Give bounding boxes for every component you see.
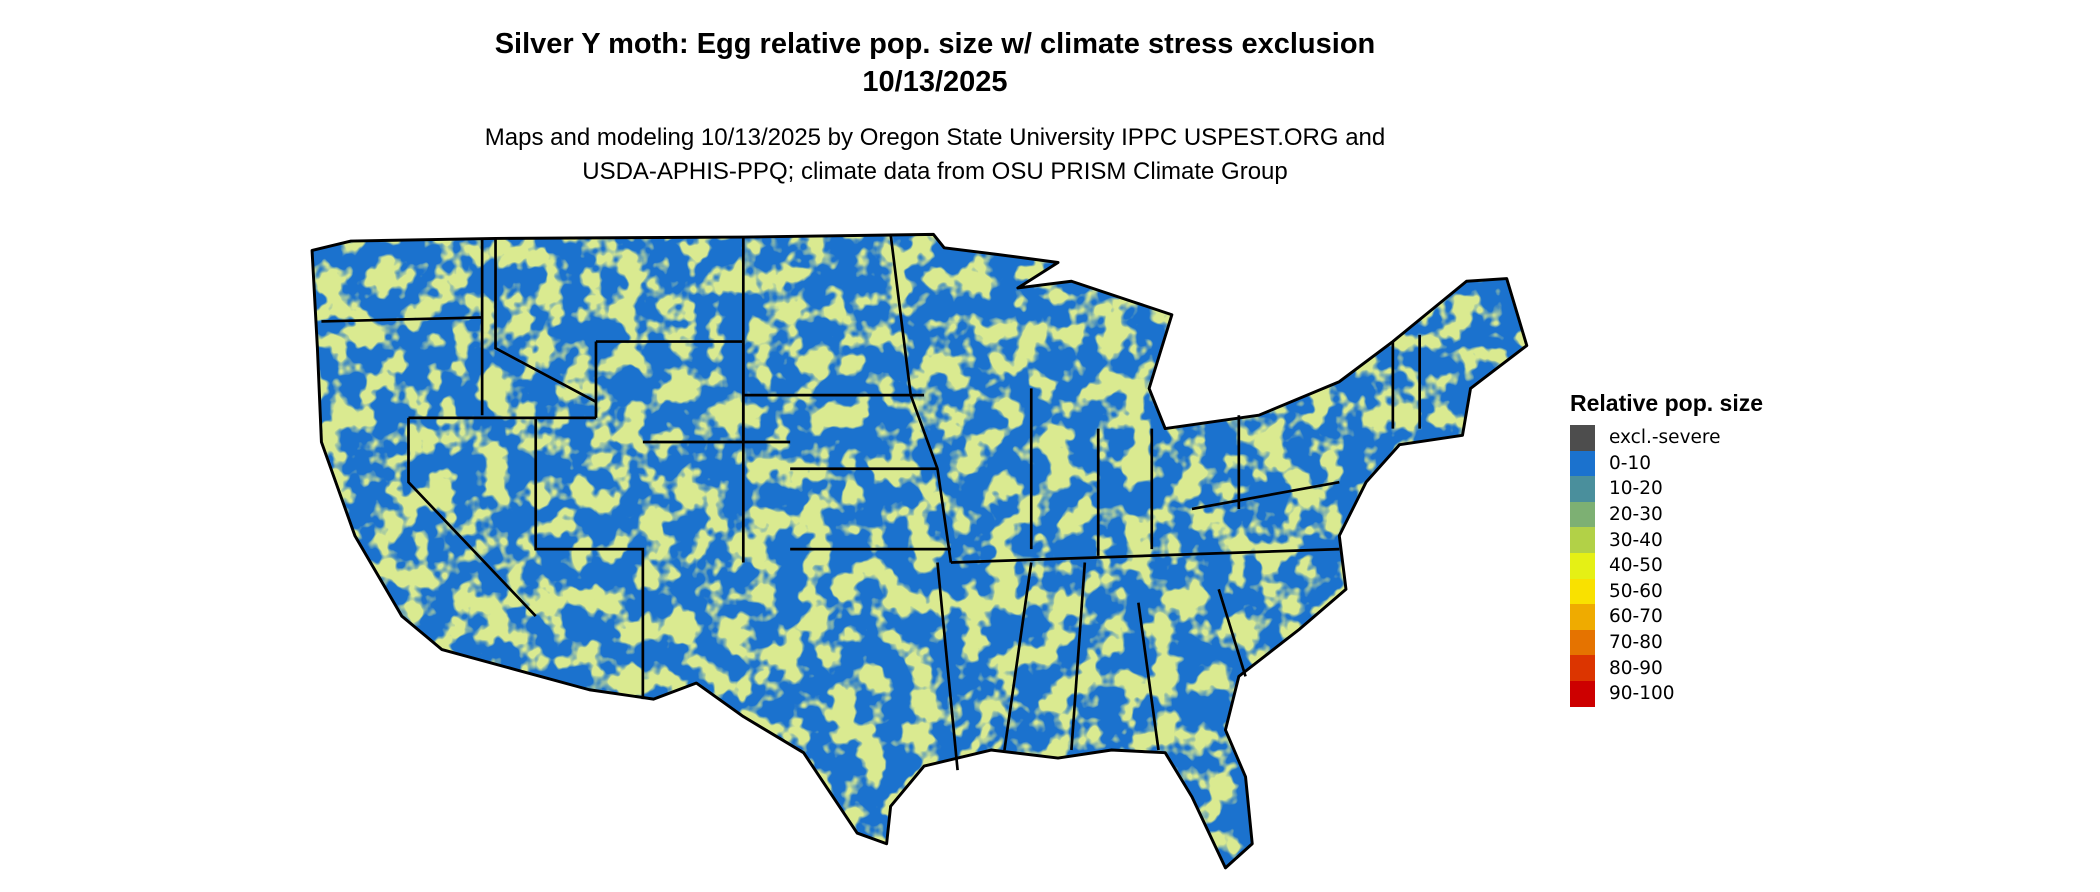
- legend-swatch: [1570, 476, 1595, 502]
- state-border: [1003, 562, 1033, 751]
- state-border: [889, 234, 953, 563]
- legend-swatch: [1570, 680, 1595, 707]
- legend-item: 50-60: [1570, 578, 1763, 605]
- legend-item: 70-80: [1570, 629, 1763, 656]
- state-border: [534, 417, 645, 700]
- legend-swatch: [1570, 629, 1595, 656]
- state-border: [1137, 602, 1160, 751]
- us-outline: [310, 232, 1529, 870]
- legend-label: 50-60: [1609, 580, 1663, 602]
- state-border: [1191, 480, 1340, 511]
- state-borders: [321, 234, 1421, 771]
- legend-label: 40-50: [1609, 555, 1663, 577]
- state-border: [1070, 562, 1087, 751]
- legend-item: 40-50: [1570, 552, 1763, 579]
- legend: Relative pop. size excl.-severe 0-10 10-20…: [1570, 390, 1763, 707]
- state-border: [407, 417, 537, 618]
- legend-label: 70-80: [1609, 632, 1663, 654]
- subtitle-line-1: Maps and modeling 10/13/2025 by Oregon S…: [484, 124, 1386, 151]
- legend-label: 30-40: [1609, 529, 1663, 551]
- legend-swatch: [1570, 450, 1595, 477]
- legend-label: excl.-severe: [1609, 427, 1721, 449]
- map-title: Silver Y moth: Egg relative pop. size w/…: [494, 28, 1376, 60]
- legend-item: 20-30: [1570, 501, 1763, 528]
- legend-swatch: [1570, 425, 1595, 451]
- legend-label: 10-20: [1609, 478, 1663, 500]
- legend-item: 0-10: [1570, 450, 1763, 477]
- subtitle-line-2: USDA-APHIS-PPQ; climate data from OSU PR…: [582, 158, 1288, 185]
- legend-item: 90-100: [1570, 680, 1763, 707]
- legend-swatch: [1570, 655, 1595, 681]
- state-border: [950, 547, 1340, 564]
- state-border: [494, 238, 597, 403]
- legend-label: 20-30: [1609, 504, 1663, 526]
- legend-item: 60-70: [1570, 604, 1763, 630]
- legend-title: Relative pop. size: [1570, 390, 1764, 416]
- legend-item: excl.-severe: [1570, 425, 1763, 451]
- state-border: [936, 562, 959, 771]
- legend-swatch: [1570, 578, 1595, 605]
- legend-swatch: [1570, 604, 1595, 630]
- map-date: 10/13/2025: [862, 66, 1008, 98]
- legend-label: 0-10: [1609, 452, 1651, 474]
- legend-item: 80-90: [1570, 655, 1763, 681]
- legend-label: 90-100: [1609, 683, 1675, 705]
- legend-swatch: [1570, 501, 1595, 528]
- state-border: [1217, 588, 1247, 677]
- population-raster: [312, 234, 1527, 868]
- legend-item: 10-20: [1570, 476, 1763, 502]
- legend-swatch: [1570, 552, 1595, 579]
- legend-label: 80-90: [1609, 657, 1663, 679]
- legend-swatch: [1570, 527, 1595, 553]
- legend-label: 60-70: [1609, 606, 1663, 628]
- state-border: [321, 316, 483, 323]
- legend-item: 30-40: [1570, 527, 1763, 553]
